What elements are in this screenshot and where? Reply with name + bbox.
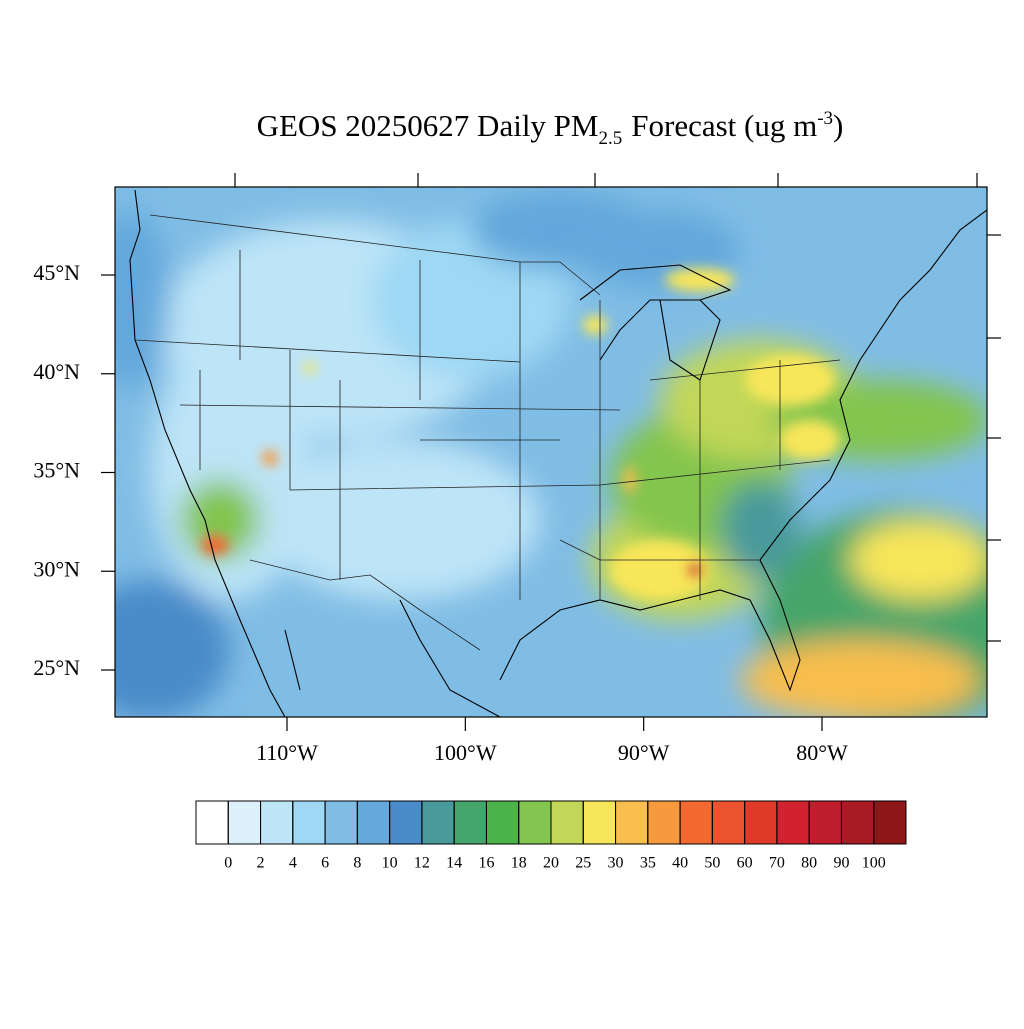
colorbar-label: 50 (704, 854, 720, 871)
colorbar-box (873, 800, 907, 845)
lon-tick-label: 100°W (434, 740, 497, 765)
colorbar-label: 4 (289, 854, 297, 871)
colorbar-label: 60 (737, 854, 753, 871)
colorbar-label: 20 (543, 854, 559, 871)
colorbar-box (356, 800, 391, 845)
lat-tick-label: 35°N (33, 458, 80, 483)
colorbar-label: 18 (511, 854, 527, 871)
colorbar-box (679, 800, 713, 845)
frame-ticks (234, 173, 1001, 642)
colorbar: 0 2 4 6 8 10 12 14 16 18 20 25 30 35 40 50 60 70 80 90 100 (195, 800, 907, 871)
colorbar-box (744, 800, 778, 845)
colorbar-box (647, 800, 681, 845)
colorbar-label: 14 (446, 854, 462, 871)
colorbar-box (453, 800, 487, 845)
colorbar-label: 8 (353, 854, 361, 871)
colorbar-box (518, 800, 552, 845)
lat-tick-label: 25°N (33, 655, 80, 680)
colorbar-box (808, 800, 842, 845)
lon-tick-label: 110°W (256, 740, 318, 765)
colorbar-label: 30 (608, 854, 624, 871)
colorbar-box (776, 800, 810, 845)
colorbar-label: 0 (224, 854, 232, 871)
colorbar-box (421, 800, 455, 845)
colorbar-box (260, 800, 294, 845)
map-frame (114, 186, 988, 718)
colorbar-box (550, 800, 584, 845)
colorbar-label: 25 (575, 854, 591, 871)
colorbar-box (227, 800, 262, 845)
colorbar-box (485, 800, 520, 845)
colorbar-label: 10 (382, 854, 398, 871)
colorbar-label: 35 (640, 854, 656, 871)
colorbar-box (195, 800, 229, 845)
colorbar-box (711, 800, 746, 845)
title-mid: Forecast (ug m (631, 108, 817, 143)
colorbar-box (615, 800, 649, 845)
colorbar-box (389, 800, 423, 845)
lat-tick-label: 45°N (33, 260, 80, 285)
colorbar-box (582, 800, 617, 845)
title-sup: -3 (817, 108, 833, 129)
colorbar-label: 70 (769, 854, 785, 871)
title-main: GEOS 20250627 Daily PM (257, 108, 599, 143)
pm25-field (115, 187, 987, 717)
colorbar-box (324, 800, 358, 845)
title-sub: 2.5 (599, 128, 623, 149)
colorbar-label: 2 (257, 854, 265, 871)
colorbar-label: 80 (801, 854, 817, 871)
lat-tick-label: 30°N (33, 556, 80, 581)
colorbar-box (292, 800, 326, 845)
colorbar-label: 16 (478, 854, 494, 871)
colorbar-label: 6 (321, 854, 329, 871)
lon-tick-label: 90°W (618, 740, 670, 765)
lat-tick-label: 40°N (33, 359, 80, 384)
colorbar-box (840, 800, 875, 845)
colorbar-label: 100 (862, 854, 886, 871)
axis-ticks: 45°N 40°N 35°N 30°N 25°N 110°W 100°W 90°W 80°W (33, 260, 848, 765)
lon-tick-label: 80°W (796, 740, 848, 765)
title: GEOS 20250627 Daily PM2.5 Forecast (ug m-… (257, 108, 844, 149)
colorbar-label: 90 (833, 854, 849, 871)
colorbar-label: 40 (672, 854, 688, 871)
colorbar-label: 12 (414, 854, 430, 871)
title-end: ) (833, 108, 843, 143)
